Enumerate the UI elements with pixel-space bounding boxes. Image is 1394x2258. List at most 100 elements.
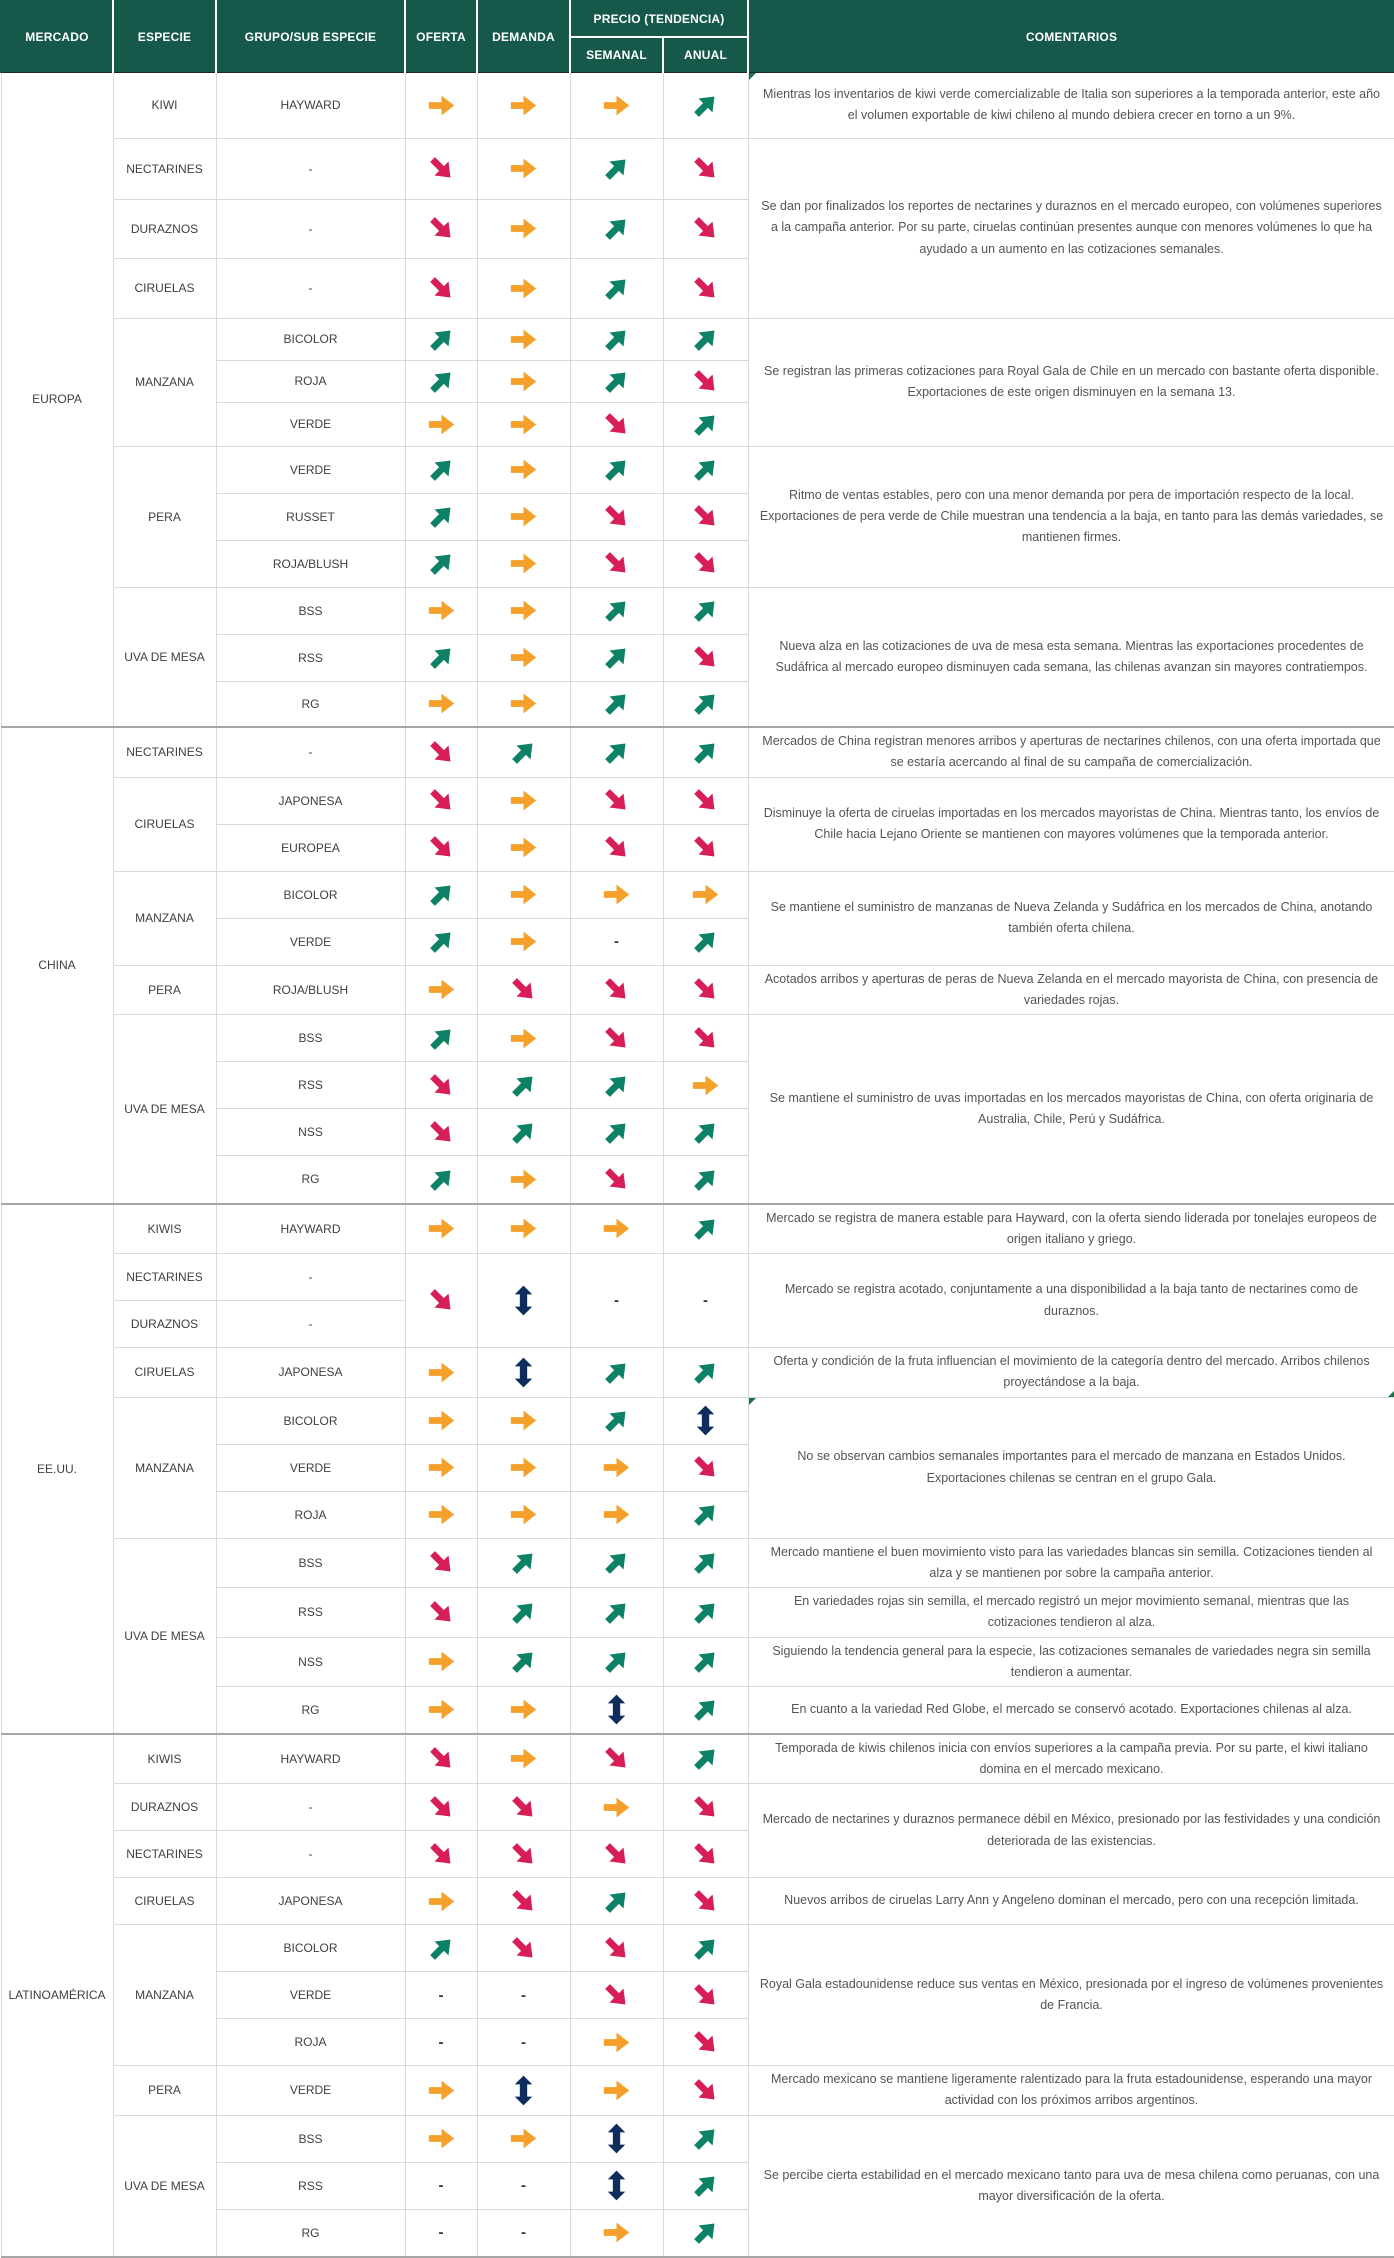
trend-cell-anual	[663, 2209, 748, 2257]
trend-cell-semanal: -	[570, 918, 663, 965]
trend-cell-demanda	[477, 918, 570, 965]
trend-cell-oferta	[405, 318, 477, 360]
comment-cell: Siguiendo la tendencia general para la e…	[748, 1637, 1394, 1687]
trend-up-icon	[427, 927, 456, 956]
trend-flat-icon	[509, 1453, 538, 1482]
trend-down-icon	[509, 975, 538, 1004]
trend-up-icon	[602, 1598, 631, 1627]
trend-flat-icon	[691, 1071, 720, 1100]
trend-down-icon	[427, 1840, 456, 1869]
trend-up-icon	[602, 1406, 631, 1435]
trend-cell-semanal	[570, 965, 663, 1015]
trend-down-icon	[691, 502, 720, 531]
market-cell-europa: EUROPA	[1, 72, 113, 727]
trend-up-icon	[427, 1024, 456, 1053]
trend-flat-icon	[602, 1793, 631, 1822]
trend-cell-demanda	[477, 587, 570, 634]
trend-down-icon	[691, 1840, 720, 1869]
trend-flat-icon	[509, 833, 538, 862]
comment-cell: Temporada de kiwis chilenos inicia con e…	[748, 1734, 1394, 1784]
species-cell: DURAZNOS	[113, 199, 216, 258]
trend-cell-demanda	[477, 1588, 570, 1638]
trend-flat-icon	[509, 91, 538, 120]
trend-cell-anual	[663, 1734, 748, 1784]
trend-cell-semanal	[570, 1062, 663, 1109]
no-data-dash: -	[614, 933, 619, 950]
comment-text: Se percibe cierta estabilidad en el merc…	[764, 2168, 1380, 2203]
trend-cell-demanda	[477, 1062, 570, 1109]
trend-cell-oferta	[405, 1156, 477, 1204]
trend-up-icon	[509, 1598, 538, 1627]
comment-text: Temporada de kiwis chilenos inicia con e…	[775, 1741, 1368, 1776]
trend-flat-icon	[509, 596, 538, 625]
trend-up-icon	[691, 1934, 720, 1963]
species-cell: DURAZNOS	[113, 1784, 216, 1831]
trend-up-icon	[691, 689, 720, 718]
market-cell-china: CHINA	[1, 727, 113, 1204]
trend-cell-demanda	[477, 493, 570, 540]
trend-up-icon	[691, 1214, 720, 1243]
trend-up-icon	[602, 1887, 631, 1916]
trend-up-icon	[602, 1118, 631, 1147]
trend-down-icon	[691, 1887, 720, 1916]
trend-cell-oferta	[405, 1444, 477, 1491]
comment-cell: Se percibe cierta estabilidad en el merc…	[748, 2115, 1394, 2257]
trend-up-icon	[427, 549, 456, 578]
trend-flat-icon	[427, 1695, 456, 1724]
trend-cell-oferta	[405, 634, 477, 681]
table-row: DURAZNOS-Mercado de nectarines y durazno…	[1, 1784, 1394, 1831]
trend-up-icon	[691, 1744, 720, 1773]
trend-cell-semanal	[570, 72, 663, 138]
trend-cell-semanal	[570, 1204, 663, 1254]
subspecies-cell: -	[216, 1784, 405, 1831]
trend-cell-semanal	[570, 540, 663, 587]
subspecies-cell: VERDE	[216, 1972, 405, 2019]
trend-up-icon	[691, 1548, 720, 1577]
trend-flat-icon	[509, 786, 538, 815]
trend-up-icon	[427, 643, 456, 672]
trend-cell-anual	[663, 1925, 748, 1972]
trend-cell-oferta	[405, 1062, 477, 1109]
trend-cell-demanda	[477, 258, 570, 318]
subspecies-cell: NSS	[216, 1109, 405, 1156]
species-cell: MANZANA	[113, 871, 216, 965]
trend-cell-semanal	[570, 138, 663, 199]
trend-cell-semanal	[570, 1444, 663, 1491]
trend-cell-demanda: -	[477, 2162, 570, 2209]
trend-cell-semanal	[570, 1734, 663, 1784]
comment-cell: Mercado se registra de manera estable pa…	[748, 1204, 1394, 1254]
species-cell: UVA DE MESA	[113, 2115, 216, 2257]
trend-cell-oferta: -	[405, 2209, 477, 2257]
header-precio-tendencia: PRECIO (TENDENCIA)	[570, 1, 748, 37]
trend-flat-icon	[602, 880, 631, 909]
trend-cell-demanda	[477, 1784, 570, 1831]
trend-cell-demanda	[477, 777, 570, 824]
trend-cell-oferta	[405, 1348, 477, 1398]
subspecies-cell: BSS	[216, 1538, 405, 1588]
trend-down-icon	[691, 1024, 720, 1053]
trend-flat-icon	[427, 410, 456, 439]
species-cell: PERA	[113, 2066, 216, 2116]
trend-cell-anual	[663, 1348, 748, 1398]
comment-text: Ritmo de ventas estables, pero con una m…	[760, 488, 1383, 545]
trend-cell-oferta	[405, 493, 477, 540]
trend-up-icon	[602, 596, 631, 625]
comment-cell: Mercado mantiene el buen movimiento vist…	[748, 1538, 1394, 1588]
trend-cell-oferta	[405, 1831, 477, 1878]
trend-cell-semanal	[570, 1878, 663, 1925]
trend-cell-oferta: -	[405, 2162, 477, 2209]
subspecies-cell: -	[216, 1831, 405, 1878]
trend-flat-icon	[427, 91, 456, 120]
trend-up-icon	[602, 214, 631, 243]
trend-flat-icon	[509, 927, 538, 956]
subspecies-cell: ROJA	[216, 1491, 405, 1538]
table-row: NECTARINES-Se dan por finalizados los re…	[1, 138, 1394, 199]
trend-cell-semanal	[570, 1831, 663, 1878]
comment-cell: Nueva alza en las cotizaciones de uva de…	[748, 587, 1394, 727]
trend-cell-semanal	[570, 2019, 663, 2066]
subspecies-cell: BSS	[216, 2115, 405, 2162]
